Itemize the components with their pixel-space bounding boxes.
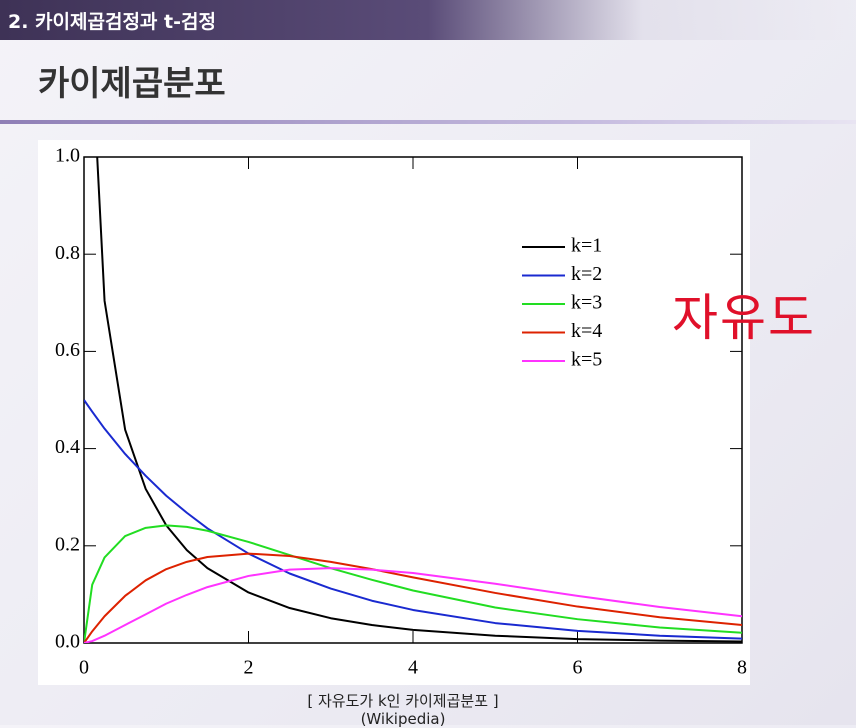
plot-lines [84,157,742,643]
y-tick-label: 1.0 [55,145,80,167]
legend-label: k=5 [571,349,602,371]
y-tick-label: 0.4 [55,436,80,458]
series-line [84,524,742,643]
series-line [84,552,742,643]
series-line [84,567,742,643]
chart-panel [38,140,750,685]
caption-source: (Wikipedia) [360,710,446,728]
legend-label: k=2 [571,263,602,285]
y-tick-label: 0.0 [55,631,80,653]
legend-label: k=4 [571,320,602,342]
y-tick-label: 0.8 [55,242,80,264]
handwritten-note: 자유도 [672,289,816,347]
caption: [ 자유도가 k인 카이제곱분포 ] [307,692,499,710]
y-tick-label: 0.2 [55,533,80,555]
x-tick-label: 8 [737,657,747,679]
series-line [96,157,742,643]
section-bar: 2. 카이제곱검정과 t-검정 [0,0,856,40]
x-tick-label: 6 [573,657,583,679]
section-title: 2. 카이제곱검정과 t-검정 [8,11,216,33]
legend-label: k=3 [571,292,602,314]
series-line [84,399,742,640]
legend-label: k=1 [571,235,602,257]
x-tick-label: 4 [408,657,418,679]
y-tick-label: 0.6 [55,339,80,361]
plot-frame [83,156,743,644]
x-tick-label: 2 [244,657,254,679]
title-rule [0,120,856,124]
x-tick-label: 0 [79,657,89,679]
slide-title: 카이제곱분포 [38,64,226,104]
